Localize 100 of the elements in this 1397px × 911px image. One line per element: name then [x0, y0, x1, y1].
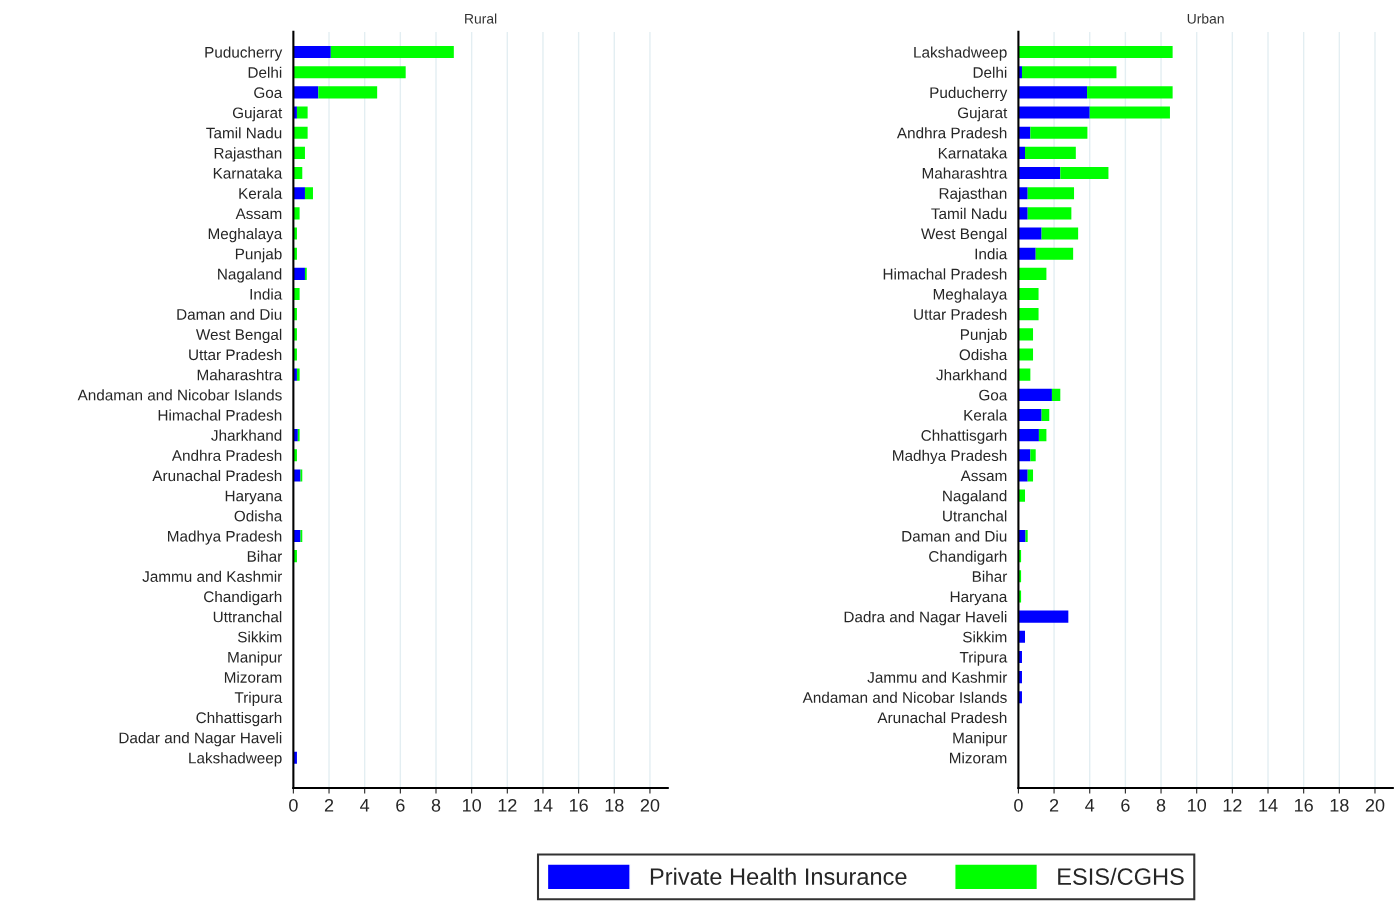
x-tick-label: 16: [1295, 798, 1313, 812]
y-tick-label: Rajasthan: [939, 187, 1007, 202]
y-tick-label: Maharashtra: [197, 369, 283, 381]
bar: [1018, 86, 1088, 99]
y-tick-label: Chandigarh: [204, 590, 282, 606]
bar: [1018, 408, 1042, 422]
y-tick-label: Jammu and Kashmir: [142, 570, 283, 582]
chart-title: Urban: [1187, 13, 1224, 24]
bar: [1018, 187, 1028, 200]
x-tick-label: 4: [1085, 799, 1095, 812]
y-tick-label: Odisha: [234, 510, 283, 522]
bar: [1018, 247, 1036, 260]
bar: [1025, 146, 1076, 159]
y-tick-label: Tripura: [959, 651, 1008, 666]
y-tick-label: Jharkhand: [936, 369, 1007, 381]
x-tick-label: 10: [462, 798, 481, 812]
bar: [1021, 66, 1117, 79]
bar: [1027, 187, 1075, 200]
bar: [293, 469, 301, 482]
y-tick-label: Madhya Pradesh: [893, 449, 1007, 465]
x-tick-label: 20: [640, 798, 660, 812]
y-tick-label: Uttar Pradesh: [189, 348, 282, 361]
x-tick-label: 2: [1049, 798, 1059, 812]
bar: [1089, 106, 1170, 119]
y-tick-label: Sikkim: [963, 631, 1007, 643]
x-tick-label: 20: [1365, 798, 1385, 812]
y-tick-label: Tamil Nadu: [931, 207, 1007, 220]
y-tick-label: Manipur: [953, 732, 1008, 747]
bar: [1038, 429, 1047, 442]
bar: [1018, 630, 1026, 643]
bar: [1087, 86, 1173, 99]
x-tick-label: 12: [1223, 798, 1242, 812]
y-tick-label: Punjab: [960, 328, 1007, 344]
y-tick-label: India: [250, 288, 283, 300]
bar: [318, 86, 378, 99]
y-tick-label: Andhra Pradesh: [171, 449, 282, 461]
bar: [1018, 449, 1031, 462]
bar: [293, 267, 305, 280]
bar: [1018, 388, 1052, 401]
bar: [1018, 166, 1061, 180]
bar: [293, 348, 297, 361]
y-tick-label: Tamil Nadu: [206, 127, 282, 139]
y-tick-label: Assam: [235, 208, 282, 220]
x-tick-label: 4: [360, 799, 370, 812]
bar: [1018, 529, 1026, 543]
y-tick-label: Karnataka: [938, 147, 1008, 159]
bar: [1018, 146, 1026, 159]
y-tick-label: Andaman and Nicobar Islands: [802, 691, 1007, 703]
y-tick-label: Gujarat: [957, 107, 1008, 122]
x-tick-label: 18: [605, 798, 624, 812]
x-tick-label: 6: [396, 798, 405, 812]
bar: [1030, 126, 1088, 139]
y-tick-label: Goa: [254, 87, 283, 99]
bar: [1018, 106, 1090, 119]
bar: [293, 86, 319, 99]
bar: [1018, 126, 1031, 139]
y-tick-label: Chhattisgarh: [196, 711, 282, 727]
bar: [1018, 328, 1034, 341]
bar: [1041, 408, 1050, 422]
bar: [1060, 166, 1109, 180]
chart-title: Rural: [465, 13, 497, 24]
bar: [293, 106, 297, 119]
bar: [1018, 368, 1031, 381]
legend-label: ESIS/CGHS: [1058, 867, 1184, 886]
y-tick-label: Meghalaya: [208, 227, 283, 243]
y-tick-label: Dadra and Nagar Haveli: [844, 611, 1007, 626]
y-tick-label: Andhra Pradesh: [896, 127, 1007, 139]
bar: [1025, 529, 1028, 543]
legend-label: Private Health Insurance: [650, 867, 907, 886]
bar: [293, 46, 331, 59]
bar: [1018, 429, 1039, 442]
bar: [330, 46, 454, 59]
y-tick-label: Andaman and Nicobar Islands: [77, 389, 282, 401]
bar: [293, 146, 305, 159]
x-tick-label: 14: [1259, 799, 1278, 812]
y-tick-label: Goa: [979, 389, 1008, 401]
y-tick-label: Sikkim: [237, 631, 282, 643]
bar: [293, 227, 297, 240]
y-tick-label: Odisha: [959, 348, 1008, 361]
y-tick-label: Chandigarh: [929, 550, 1007, 565]
x-tick-label: 10: [1188, 798, 1207, 812]
y-tick-label: Delhi: [248, 66, 282, 78]
bar: [1018, 308, 1039, 321]
bar: [1018, 267, 1047, 280]
bar: [293, 207, 300, 220]
y-tick-label: Daman and Diu: [177, 308, 282, 320]
y-tick-label: Lakshadweep: [914, 46, 1007, 61]
x-tick-label: 2: [324, 798, 334, 812]
bar: [1041, 227, 1079, 240]
x-tick-label: 14: [534, 799, 553, 812]
bar: [1018, 489, 1026, 502]
x-tick-label: 0: [1014, 798, 1023, 812]
bar: [1018, 469, 1028, 482]
y-tick-label: Maharashtra: [922, 167, 1008, 179]
y-tick-label: Gujarat: [232, 107, 283, 122]
y-tick-label: Himachal Pradesh: [883, 268, 1007, 280]
y-tick-label: Dadar and Nagar Haveli: [119, 732, 282, 747]
y-tick-label: Puducherry: [205, 46, 283, 61]
y-tick-label: Kerala: [964, 409, 1008, 421]
y-tick-label: Haryana: [225, 490, 283, 505]
